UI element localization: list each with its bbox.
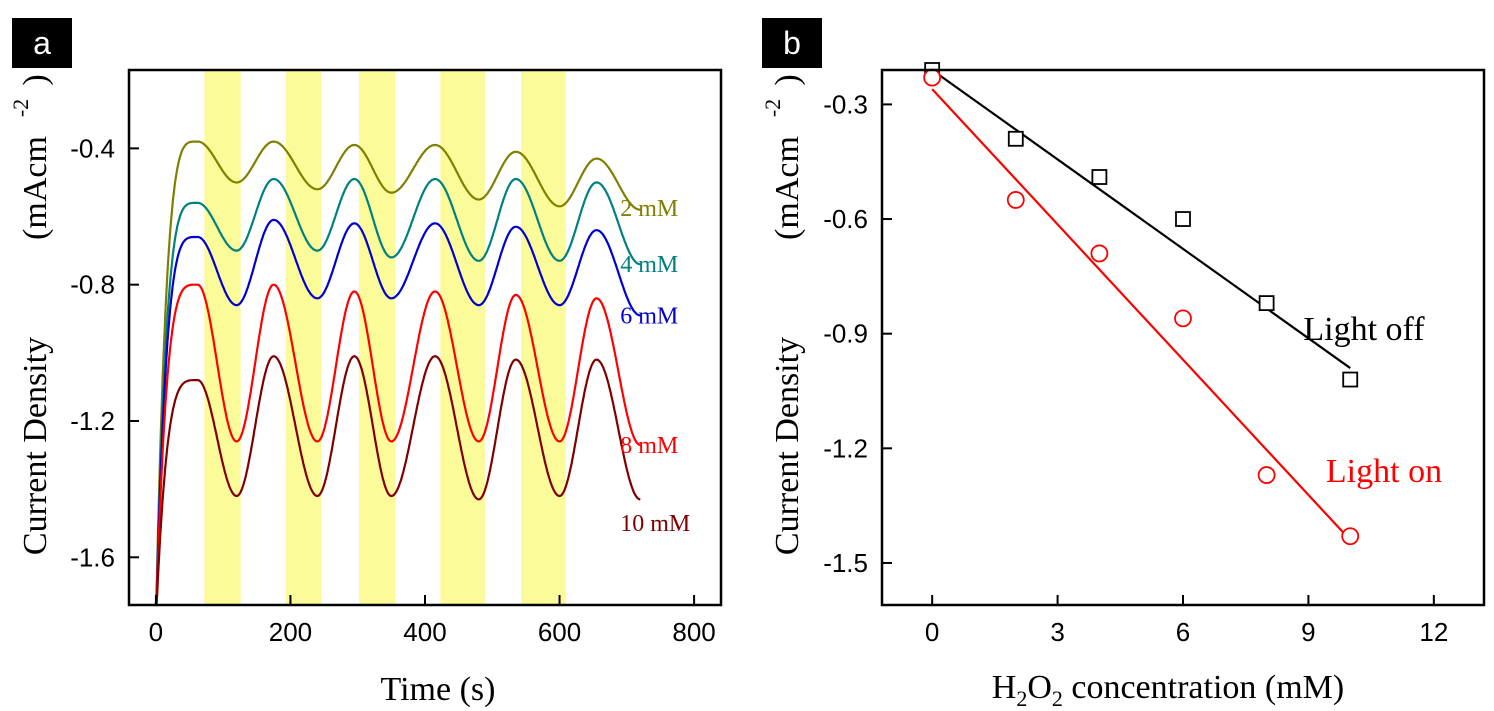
series-label-4-mM: 4 mM [620, 252, 678, 278]
series-label-10-mM: 10 mM [620, 511, 690, 537]
y-tick-label: -1.2 [823, 433, 868, 463]
x-axis-label-h: H [992, 669, 1017, 706]
y-tick-label: -0.4 [70, 133, 115, 163]
x-axis-label-sub1: 2 [1016, 686, 1027, 711]
point-light-off [1342, 371, 1359, 388]
trace-8-mM [154, 283, 641, 606]
fit-lines [931, 69, 1352, 541]
x-tick-label: 600 [538, 617, 581, 647]
data-points [923, 62, 1360, 546]
panel-b: b 0 3 6 9 12 -0.3-0.6-0.9-1.2-1.5 Light off … [760, 18, 1486, 711]
trace-2-mM [154, 140, 641, 606]
fit-line-light-off [931, 69, 1351, 369]
y-tick-label: -0.9 [823, 319, 868, 349]
light-on-band-5 [521, 71, 566, 604]
light-on-band-4 [440, 71, 485, 604]
series-label-2-mM: 2 mM [620, 196, 678, 222]
point-light-on [1257, 466, 1276, 484]
x-tick-label: 0 [149, 617, 163, 647]
point-light-off [1007, 130, 1024, 147]
trace-6-mM [154, 218, 641, 606]
y-axis-unit-close: ) [769, 74, 806, 85]
trace-4-mM [154, 177, 641, 606]
panel-a: a 0 200 400 600 800 -0.4 -0.8 -1.2 -1.6 2 mM 4 m… [8, 18, 723, 708]
y-axis-ticks: -0.3 -0.6 -0.9 -1.2 -1.5 [823, 89, 892, 578]
y-tick-label: -1.6 [70, 542, 115, 572]
y-axis-unit: (mAcm [769, 136, 806, 240]
x-axis-ticks: 0 3 6 9 12 [925, 595, 1448, 647]
y-axis-unit-close: ) [17, 74, 54, 85]
x-axis-ticks: 0 200 400 600 800 [149, 595, 716, 647]
current-traces [154, 140, 641, 607]
x-tick-label: 800 [672, 617, 715, 647]
light-on-bands [204, 71, 566, 604]
y-axis-ticks: -0.4 -0.8 -1.2 -1.6 [70, 133, 139, 572]
y-axis-label: Current Density [17, 337, 54, 555]
y-axis-label-group: Current Density (mAcm -2 ) [760, 74, 806, 555]
series-label-8-mM: 8 mM [620, 433, 678, 459]
x-axis-label-rest: concentration (mM) [1063, 669, 1344, 706]
x-axis-label-o: O [1027, 669, 1052, 706]
panel-a-label-box [12, 18, 72, 68]
y-tick-label: -0.6 [823, 204, 868, 234]
panel-b-label-box [762, 18, 822, 68]
series-labels: 2 mM 4 mM 6 mM 8 mM 10 mM [620, 196, 690, 537]
x-tick-label: 0 [925, 617, 939, 647]
point-light-off [1091, 169, 1108, 185]
x-tick-label: 9 [1301, 617, 1315, 647]
y-axis-unit-exponent: -2 [760, 99, 785, 117]
y-tick-label: -0.8 [70, 270, 115, 300]
legend-light-off: Light off [1303, 311, 1425, 348]
point-light-off [1175, 211, 1191, 227]
point-light-on [1341, 527, 1360, 546]
point-light-on [1174, 309, 1192, 328]
y-axis-label: Current Density [769, 337, 806, 555]
point-light-on [923, 68, 942, 87]
x-axis-label: H2O2 concentration (mM) [992, 669, 1344, 711]
y-tick-label: -1.2 [70, 406, 115, 436]
y-axis-label-group: Current Density (mAcm -2 ) [8, 74, 54, 555]
x-tick-label: 400 [403, 617, 446, 647]
series-label-6-mM: 6 mM [620, 303, 678, 329]
x-tick-label: 200 [269, 617, 312, 647]
x-tick-label: 12 [1419, 617, 1448, 647]
point-light-on [1090, 244, 1109, 263]
light-on-band-3 [359, 71, 396, 604]
x-tick-label: 6 [1176, 617, 1190, 647]
light-on-band-1 [204, 71, 241, 604]
x-tick-label: 3 [1050, 617, 1064, 647]
y-axis-unit-exponent: -2 [8, 99, 33, 117]
y-tick-label: -1.5 [823, 548, 868, 578]
legend-light-on: Light on [1326, 453, 1442, 490]
panel-b-label: b [783, 25, 801, 61]
point-light-on [1006, 191, 1025, 209]
y-axis-unit: (mAcm [17, 136, 54, 240]
point-light-off [1258, 295, 1275, 312]
y-tick-label: -0.3 [823, 89, 868, 119]
x-axis-label-sub2: 2 [1052, 686, 1063, 711]
x-axis-label: Time (s) [381, 671, 496, 708]
trace-10-mM [155, 355, 641, 607]
fit-line-light-on [931, 88, 1352, 541]
panel-a-label: a [33, 25, 51, 61]
